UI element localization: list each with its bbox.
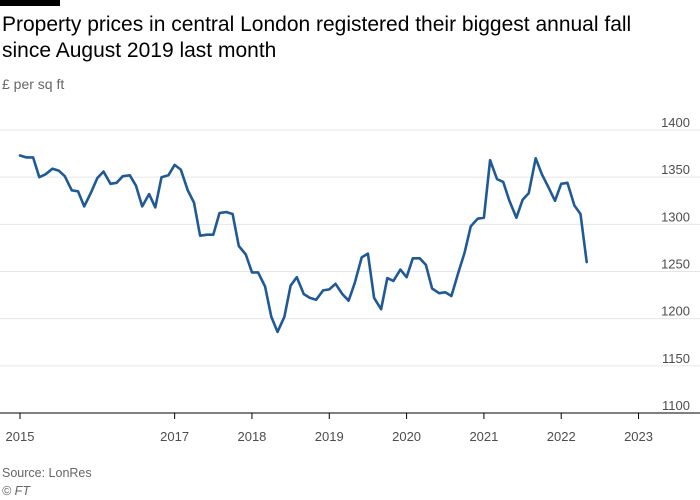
x-tick-label: 2021 (469, 429, 498, 444)
y-tick-label: 1350 (661, 162, 690, 177)
chart-title: Property prices in central London regist… (2, 13, 632, 62)
source-note: Source: LonRes (2, 466, 92, 480)
x-ticks (19, 413, 640, 419)
y-tick-label: 1400 (661, 115, 690, 130)
x-tick-label: 2018 (237, 429, 266, 444)
y-tick-label: 1250 (661, 257, 690, 272)
x-tick-label: 2019 (315, 429, 344, 444)
x-tick-label: 2022 (547, 429, 576, 444)
y-tick-label: 1300 (661, 209, 690, 224)
price-line (18, 154, 588, 334)
x-tick-labels: 2015 2017 2018 2019 2020 2021 2022 2023 (6, 429, 653, 444)
x-tick-label: 2020 (392, 429, 421, 444)
y-tick-label: 1200 (661, 304, 690, 319)
ft-credit: © FT (2, 484, 30, 498)
x-tick-label: 2015 (6, 429, 35, 444)
x-tick-label: 2023 (624, 429, 653, 444)
y-tick-label: 1100 (662, 398, 690, 413)
y-tick-labels: 1100 1150 1200 1250 1300 1350 1400 (661, 115, 690, 413)
x-tick-label: 2017 (160, 429, 189, 444)
top-rule (0, 0, 60, 6)
y-tick-label: 1150 (662, 351, 690, 366)
y-gridlines (0, 129, 700, 367)
chart-subtitle: £ per sq ft (2, 76, 65, 92)
